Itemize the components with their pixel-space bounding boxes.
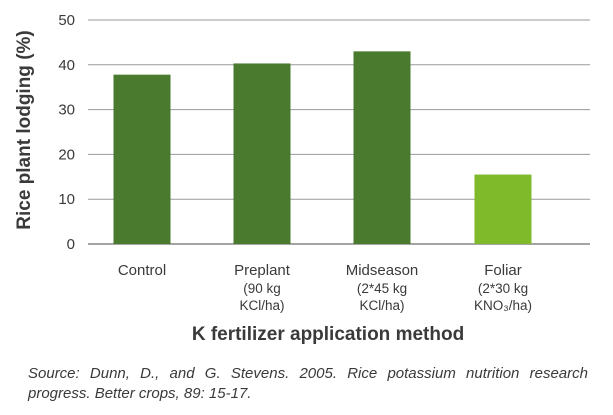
bar-midseason: [353, 51, 411, 244]
x-category-label: Midseason: [346, 262, 419, 279]
bar-foliar: [474, 174, 532, 244]
x-category-label: Preplant: [234, 262, 291, 279]
bar-preplant: [233, 63, 291, 245]
source-citation: Source: Dunn, D., and G. Stevens. 2005. …: [28, 365, 588, 402]
y-tick-label: 0: [67, 236, 75, 253]
y-tick-labels: 0 10 20 30 40 50: [58, 12, 75, 253]
y-axis-title: Rice plant lodging (%): [14, 30, 35, 230]
x-category-sublabel: KCl/ha): [359, 298, 404, 313]
bar-control: [113, 74, 171, 244]
x-axis-title: K fertilizer application method: [192, 324, 464, 345]
x-category-label: Foliar: [484, 262, 522, 279]
x-category-sublabel: (90 kg: [243, 281, 281, 296]
x-category-sublabel: KCl/ha): [239, 298, 284, 313]
y-tick-label: 20: [58, 146, 75, 163]
y-tick-label: 50: [58, 12, 75, 29]
y-tick-label: 10: [58, 191, 75, 208]
x-category-sublabel: (2*30 kg: [478, 281, 528, 296]
x-category-labels: Control Preplant (90 kg KCl/ha) Midseason (2*…: [118, 262, 532, 313]
x-category-label: Control: [118, 262, 166, 279]
y-tick-label: 40: [58, 57, 75, 74]
y-tick-label: 30: [58, 102, 75, 119]
x-category-sublabel: (2*45 kg: [357, 281, 407, 296]
bars: [113, 51, 532, 245]
x-category-sublabel: KNO₃/ha): [474, 298, 532, 313]
bar-chart: 0 10 20 30 40 50 Control Preplant (90 kg KCl/ha)…: [14, 12, 590, 345]
